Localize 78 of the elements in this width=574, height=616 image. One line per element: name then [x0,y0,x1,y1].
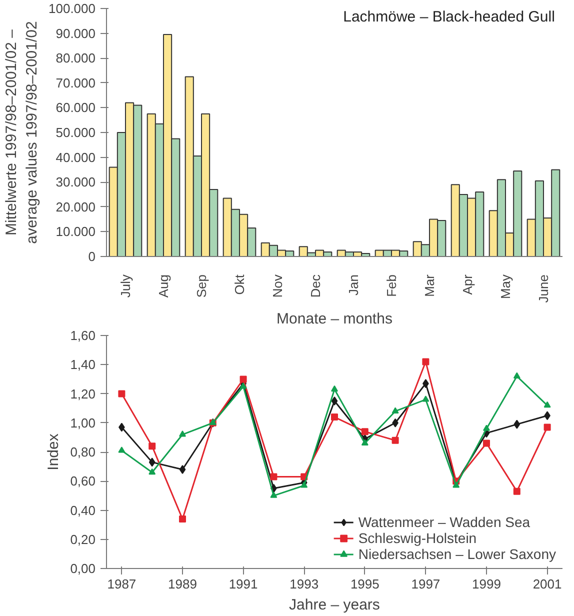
x-tick-label: Feb [384,274,399,297]
point [544,424,551,431]
y-tick-label: 50.000 [56,125,96,140]
point [331,414,338,421]
x-axis-title: Jahre – years [289,596,380,614]
point [270,492,278,498]
x-tick-label: Sep [194,274,209,298]
point [331,396,338,406]
point [240,376,247,383]
x-tick-label: 1997 [411,576,440,592]
y-tick-label: 0,60 [70,474,96,489]
y-tick-label: 0 [88,249,96,264]
y-tick-label: 0,00 [70,561,96,576]
point [270,473,278,480]
point [148,458,156,467]
point [179,430,186,437]
point [392,436,399,444]
point [483,440,490,447]
x-tick-label: Aug [156,274,171,298]
legend-label: Niedersachsen – Lower Saxony [358,546,556,562]
point [513,372,520,379]
point [118,446,126,453]
x-tick-label: Jan [346,274,361,296]
y-axis-title: Mittelwerte 1997/98–2001/02 – average values 1997/98–2001/02 [3,21,41,244]
y-axis-title: Index [45,433,62,470]
x-tick-label: Okt [232,274,247,295]
point [513,488,520,495]
y-tick-label: 90.000 [56,26,96,41]
y-tick-label: 0,40 [70,502,96,518]
point [331,385,338,392]
point [514,420,520,429]
y-tick-label: 100.000 [48,1,96,16]
point [179,464,186,474]
x-tick-label: 2001 [532,576,562,592]
x-tick-label: June [536,274,551,303]
point [148,468,156,475]
y-tick-label: 1,20 [70,386,96,402]
legend-label: Wattenmeer – Wadden Sea [358,514,530,530]
point [361,428,368,436]
point [392,407,399,414]
point [300,482,308,488]
y-tick-label: 70.000 [56,75,96,90]
y-tick-label: 80.000 [56,50,96,66]
point [118,390,126,398]
point [422,358,430,366]
y-tick-label: 30.000 [56,174,96,190]
point [179,515,186,522]
x-tick-label: Dec [308,274,323,298]
x-axis-title: Monate – months [276,310,392,328]
point [422,396,430,402]
y-tick-label: 10.000 [56,224,96,240]
y-tick-label: 60.000 [56,100,96,116]
legend-label: Schleswig-Holstein [358,530,477,546]
x-tick-label: 1999 [472,576,501,592]
point [240,382,247,389]
y-tick-label: 1,00 [70,415,96,430]
point [544,401,551,408]
x-tick-label: Mar [422,274,437,297]
x-tick-label: 1991 [228,576,258,592]
x-tick-label: 1987 [107,576,136,592]
y-tick-label: 1,40 [70,357,96,372]
point [148,442,156,450]
y-tick-label: 20.000 [56,199,96,214]
x-tick-label: 1993 [290,576,319,592]
x-tick-label: May [498,274,513,300]
x-tick-label: Apr [460,274,475,295]
y-tick-label: 0,20 [70,532,96,547]
y-tick-label: 40.000 [56,150,96,165]
x-tick-label: 1995 [350,576,380,592]
point [452,482,460,488]
point [361,439,368,446]
x-tick-label: July [118,274,133,298]
x-tick-label: 1989 [168,576,197,592]
y-tick-label: 1,60 [70,328,96,343]
x-tick-label: Nov [270,274,285,298]
point [483,424,490,431]
chart-title: Lachmöwe – Black-headed Gull [343,8,555,26]
y-tick-label: 0,80 [70,444,96,460]
